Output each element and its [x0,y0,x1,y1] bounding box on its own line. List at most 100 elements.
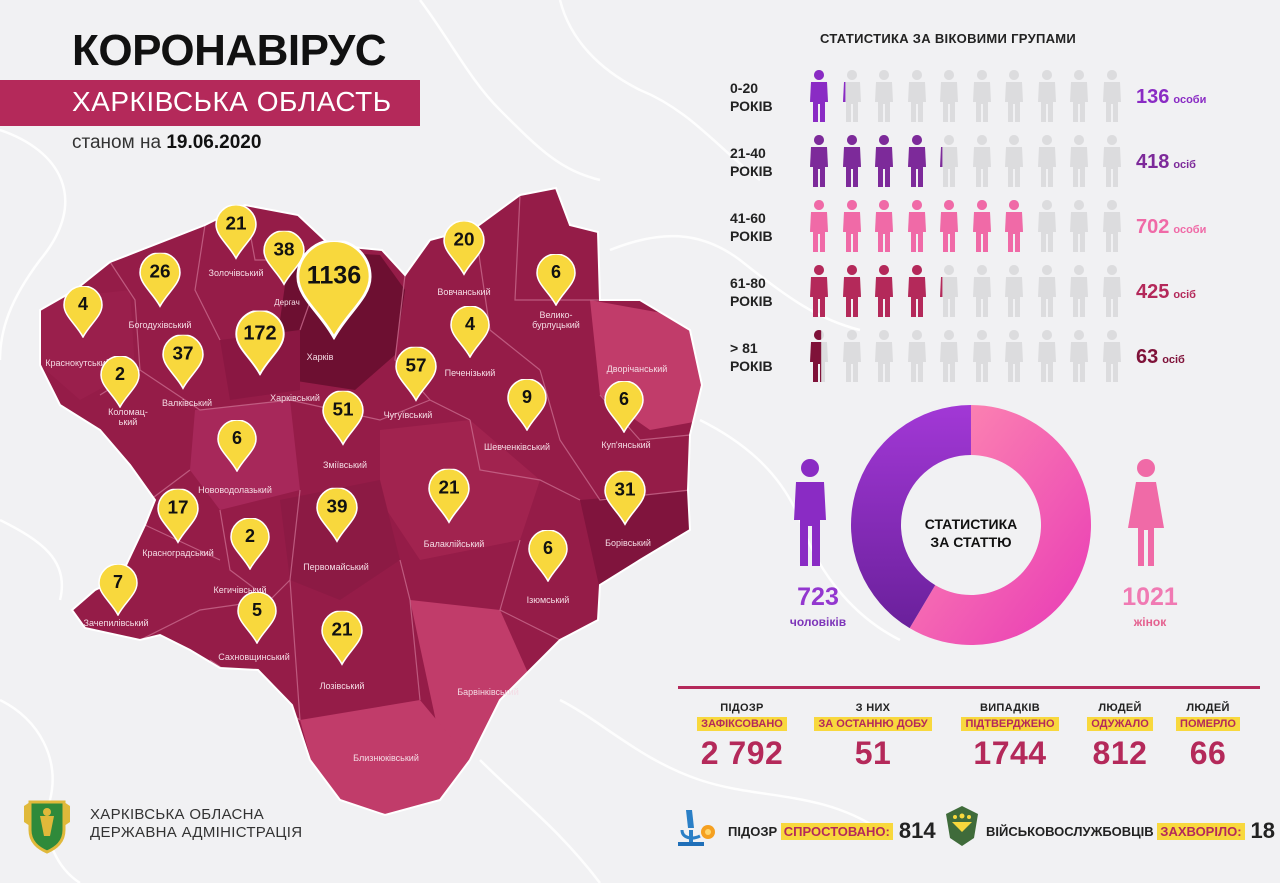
page-title: КОРОНАВІРУС [72,26,387,75]
stat-highlight: ПІДТВЕРДЖЕНО [961,717,1059,731]
admin-line2: ДЕРЖАВНА АДМІНІСТРАЦІЯ [90,824,303,841]
women-count: 1021 [1122,583,1178,611]
map-pin-icon [528,529,568,583]
person-icon [1037,200,1056,252]
district-label: Велико-бурлуцький [532,310,580,330]
district-label: Золочівський [208,268,264,278]
person-icon [907,265,926,317]
pin-count: 39 [326,496,348,518]
age-group-label: 61-80 РОКІВ [730,274,773,310]
map-pin-icon [536,253,576,307]
district-count-pin: 57 [395,346,437,402]
person-icon [972,135,991,187]
map-pin-icon [316,487,358,543]
district-label: Ізюмський [526,595,570,605]
person-icon [907,200,926,252]
microscope-icon [678,810,715,846]
age-count-unit: осіб [1162,354,1185,366]
person-icon [810,265,828,317]
person-icon [842,265,861,317]
district-count-pin: 21 [215,204,257,260]
age-unit: РОКІВ [730,358,773,374]
stat-top: ПІДОЗР [720,702,764,714]
administration-name: ХАРКІВСЬКА ОБЛАСНА ДЕРЖАВНА АДМІНІСТРАЦІ… [90,806,302,842]
district-label: Харків [306,352,334,362]
district-label: Нововодолазький [198,485,272,495]
stat-highlight: ОДУЖАЛО [1087,717,1153,731]
refuted-highlight: СПРОСТОВАНО: [780,823,893,840]
stat-number: 66 [1189,735,1227,771]
district-count-pin: 51 [322,390,364,446]
person-icon [972,330,991,382]
district-count-pin: 17 [157,488,199,544]
pin-count: 31 [614,479,636,501]
map-pin-icon [296,239,372,341]
person-icon [875,70,893,122]
person-icon [810,200,828,252]
person-icon [810,135,828,187]
military-line: ВІЙСЬКОВОСЛУЖБОВЦІВ ЗАХВОРІЛО: 18 [986,818,1275,844]
district-count-pin: 6 [604,380,644,434]
age-group-label: 41-60 РОКІВ [730,209,773,245]
person-icon [842,135,861,187]
gender-stats-title: СТАТИСТИКА ЗА СТАТТЮ [906,515,1036,551]
pin-count: 5 [251,600,262,621]
person-icon [907,135,926,187]
age-count-value: 136 [1136,86,1170,108]
district-label: Близнюківський [353,753,419,763]
person-icon [940,135,958,187]
district-label: Балаклійський [423,539,485,549]
age-unit: РОКІВ [730,228,773,244]
stat-highlight: ЗА ОСТАННЮ ДОБУ [814,717,932,731]
stat-highlight: ПОМЕРЛО [1176,717,1240,731]
district-label: Харківський [270,393,320,403]
district-label: Красноградський [142,548,214,558]
gender-title-line1: СТАТИСТИКА [924,516,1018,532]
district-label: Богодухівський [128,320,192,330]
district-count-pin: 2 [230,517,270,571]
person-icon [1070,330,1088,382]
stat-top: ЛЮДЕЙ [1186,702,1230,714]
district-count-pin: 4 [63,285,103,339]
page-subtitle: ХАРКІВСЬКА ОБЛАСТЬ [72,86,392,117]
age-unit: РОКІВ [730,293,773,309]
pin-count: 6 [231,428,242,449]
male-figure-icon [794,459,826,566]
district-count-pin: 31 [604,470,646,526]
map-pin-icon [237,591,277,645]
report-date: станом на 19.06.2020 [72,132,261,154]
person-icon [1070,265,1088,317]
pin-count: 172 [243,322,277,345]
district-label: Кегичівський [213,585,267,595]
person-icon [1070,135,1088,187]
pin-count: 2 [244,526,255,547]
district-label: Печенізький [444,368,496,378]
district-count-pin: 37 [162,334,204,390]
district-count-pin: 5 [237,591,277,645]
age-range: 21-40 [730,145,766,161]
map-pin-icon [157,488,199,544]
map-pin-icon [100,355,140,409]
pin-count: 38 [273,239,295,261]
district-count-pin: 172 [235,309,285,377]
refuted-prefix: ПІДОЗР [728,824,778,839]
age-group-label: 21-40 РОКІВ [730,144,773,180]
map-pin-icon [395,346,437,402]
person-icon [875,330,893,382]
pin-count: 57 [405,355,427,377]
district-label: Коломац-ький [108,407,148,427]
age-range: 41-60 [730,210,766,226]
district-count-pin: 21 [321,610,363,666]
age-range: 61-80 [730,275,766,291]
stats-divider [678,686,1260,689]
map-pin-icon [162,334,204,390]
age-stats-title: СТАТИСТИКА ЗА ВІКОВИМИ ГРУПАМИ [820,31,1077,46]
person-icon [1070,200,1088,252]
pin-count: 6 [550,262,561,283]
stat-top: З НИХ [855,702,891,714]
map-pin-icon [139,252,181,308]
person-icon [972,70,991,122]
person-icon [842,70,861,122]
age-group-count: 702 особи [1136,216,1206,239]
stat-top: ЛЮДЕЙ [1098,702,1142,714]
